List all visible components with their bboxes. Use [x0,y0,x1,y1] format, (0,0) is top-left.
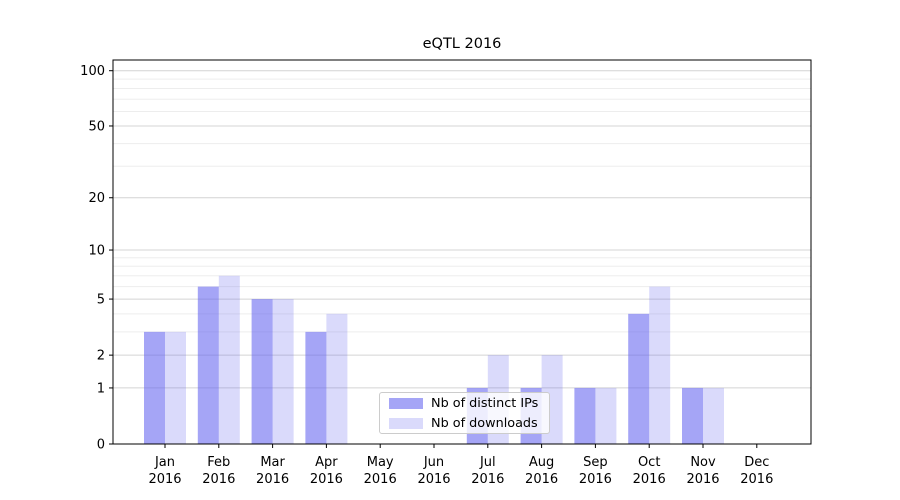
bar [305,331,327,444]
bar [272,299,294,444]
axes-box [112,59,812,445]
y-tick-label: 2 [97,349,105,364]
legend: Nb of distinct IPs Nb of downloads [379,392,550,434]
y-tick-label: 100 [80,64,105,79]
bar [251,299,273,444]
x-tick-label: Feb [207,455,230,470]
x-tick-label-year: 2016 [364,472,397,487]
y-tick-label: 20 [88,191,105,206]
bar [144,331,165,444]
x-tick-label: May [367,455,394,470]
bar [326,313,348,444]
y-tick-label: 0 [97,438,105,453]
chart-title: eQTL 2016 [422,36,502,52]
x-tick-label-year: 2016 [471,472,504,487]
x-tick-label-year: 2016 [256,472,289,487]
legend-item-downloads: Nb of downloads [389,416,549,431]
x-tick-label-year: 2016 [148,472,181,487]
x-tick-label: Jun [423,455,444,470]
legend-item-distinct-ips: Nb of distinct IPs [389,396,549,411]
bar [574,387,596,444]
x-tick-label-year: 2016 [202,472,235,487]
y-tick-label: 10 [88,244,105,259]
x-tick-label-year: 2016 [417,472,450,487]
x-tick-label: Aug [529,455,554,470]
bar [682,387,703,444]
bar [649,286,671,444]
legend-swatch-downloads [389,417,423,429]
x-tick-label: Jan [154,455,175,470]
x-tick-label-year: 2016 [579,472,612,487]
legend-label-distinct-ips: Nb of distinct IPs [431,395,539,411]
bar [165,331,186,444]
legend-swatch-distinct-ips [389,397,423,409]
x-tick-label: Oct [638,455,660,470]
x-tick-label-year: 2016 [525,472,558,487]
legend-label-downloads: Nb of downloads [431,415,538,431]
x-tick-label: Nov [690,455,716,470]
x-tick-label: Mar [260,455,285,470]
x-tick-label: Sep [583,455,608,470]
x-tick-label-year: 2016 [686,472,719,487]
x-tick-label-year: 2016 [310,472,343,487]
bar [218,275,240,444]
bar [703,387,724,444]
bar [197,286,219,444]
y-tick-label: 5 [97,293,105,308]
x-tick-label-year: 2016 [633,472,666,487]
x-tick-label: Dec [744,455,769,470]
bar [628,313,650,444]
x-tick-label: Apr [315,455,338,470]
y-tick-label: 1 [97,381,105,396]
x-tick-label-year: 2016 [740,472,773,487]
x-tick-label: Jul [479,455,496,470]
bar [595,387,617,444]
y-tick-label: 50 [88,119,105,134]
